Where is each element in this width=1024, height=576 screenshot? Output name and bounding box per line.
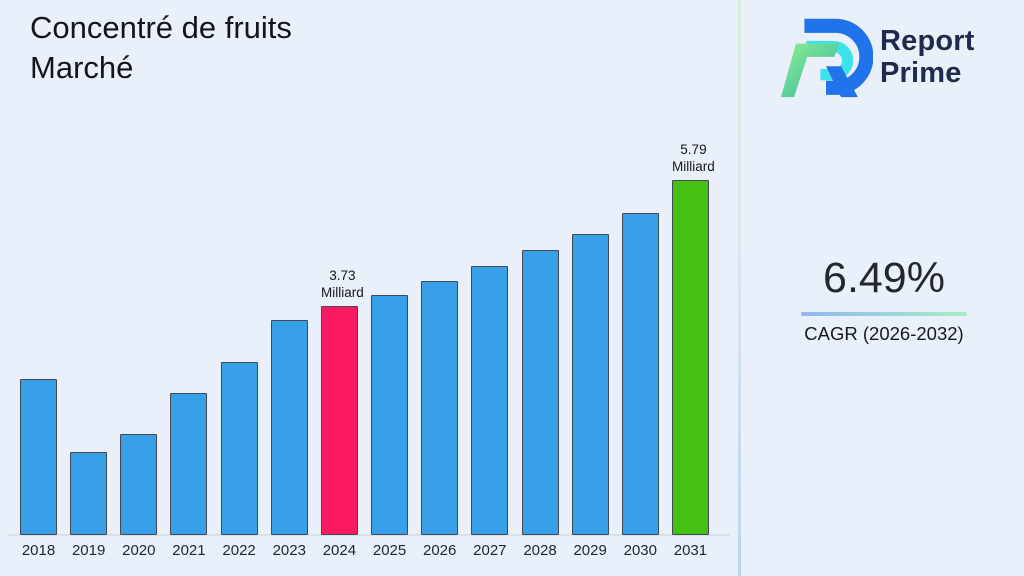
logo-word-prime: Prime xyxy=(880,56,962,89)
bar-2026 xyxy=(421,280,459,535)
page-title: Concentré de fruits Marché xyxy=(30,10,292,85)
x-tick-2023: 2023 xyxy=(272,542,306,559)
bar-2029 xyxy=(571,233,609,535)
cagr-label: CAGR (2026-2032) xyxy=(804,323,964,344)
report-prime-logo-icon xyxy=(779,8,874,105)
x-tick-2026: 2026 xyxy=(423,542,457,559)
x-tick-2031: 2031 xyxy=(673,542,708,559)
x-tick-2024: 2024 xyxy=(322,542,357,559)
bar-chart: 2018 2019 2020 2021 2022 2023 2024 3.73 Milliard… xyxy=(8,142,730,559)
cagr-block: 6.49% CAGR (2026-2032) xyxy=(801,254,967,345)
cagr-underline xyxy=(801,312,967,316)
bar-2019 xyxy=(70,452,108,535)
bar-2031 xyxy=(671,180,709,535)
value-label-2024: 3.73 Milliard xyxy=(321,268,364,300)
value-label-2031: 5.79 Milliard xyxy=(672,142,715,174)
bar-2023 xyxy=(270,320,308,535)
x-tick-2019: 2019 xyxy=(71,542,106,559)
bar-2022 xyxy=(220,362,258,535)
bar-2018 xyxy=(20,378,57,535)
x-tick-2030: 2030 xyxy=(623,542,657,559)
bar-2030 xyxy=(621,213,659,535)
bar-2020 xyxy=(120,433,158,535)
x-tick-2029: 2029 xyxy=(573,542,607,559)
x-tick-2022: 2022 xyxy=(222,542,256,559)
bar-2021 xyxy=(170,392,208,535)
x-tick-2018: 2018 xyxy=(21,542,56,559)
bar-2025 xyxy=(371,294,409,535)
cagr-value: 6.49% xyxy=(823,254,945,302)
bar-2028 xyxy=(521,249,559,535)
x-tick-2027: 2027 xyxy=(473,542,507,559)
bar-2024 xyxy=(320,306,358,535)
vertical-divider xyxy=(738,0,741,576)
x-tick-2021: 2021 xyxy=(172,542,206,559)
x-tick-2028: 2028 xyxy=(523,542,557,559)
bar-2027 xyxy=(471,266,509,535)
logo-word-report: Report xyxy=(880,24,975,57)
x-tick-2020: 2020 xyxy=(122,542,156,559)
report-prime-logo: Report Prime xyxy=(779,8,975,105)
x-axis-line xyxy=(8,534,730,536)
x-tick-2025: 2025 xyxy=(372,542,407,559)
logo-wordmark: Report Prime xyxy=(880,25,975,89)
